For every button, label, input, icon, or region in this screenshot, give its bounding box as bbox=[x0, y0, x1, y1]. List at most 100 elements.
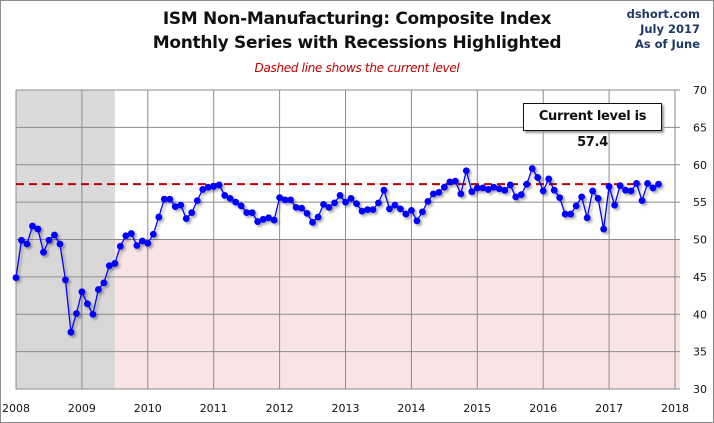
data-point bbox=[78, 288, 86, 296]
data-point bbox=[605, 183, 613, 190]
data-point bbox=[40, 248, 47, 256]
data-point bbox=[369, 206, 377, 214]
data-point bbox=[133, 242, 141, 249]
data-point bbox=[600, 225, 608, 233]
data-point bbox=[243, 209, 251, 216]
x-tick-label: 2013 bbox=[332, 402, 360, 415]
current-level-callout: Current level is 57.4 bbox=[523, 103, 662, 150]
data-point bbox=[298, 204, 305, 212]
data-point bbox=[309, 218, 316, 226]
data-point bbox=[342, 198, 349, 206]
data-point bbox=[402, 210, 410, 218]
data-point bbox=[100, 279, 108, 287]
data-point bbox=[166, 195, 174, 203]
data-point bbox=[23, 240, 31, 248]
data-point bbox=[397, 205, 404, 213]
data-point bbox=[62, 276, 69, 284]
data-point bbox=[386, 205, 393, 213]
data-point bbox=[149, 230, 157, 238]
data-point bbox=[418, 208, 426, 216]
data-point bbox=[215, 181, 223, 189]
data-point bbox=[254, 218, 262, 225]
data-point bbox=[501, 186, 509, 194]
data-point bbox=[495, 185, 503, 193]
data-point bbox=[12, 274, 20, 282]
data-point bbox=[358, 207, 366, 215]
data-point bbox=[177, 201, 185, 209]
data-point bbox=[34, 225, 42, 233]
data-point bbox=[83, 300, 91, 308]
data-point bbox=[616, 182, 624, 190]
data-point bbox=[144, 239, 152, 247]
data-point bbox=[479, 184, 487, 192]
chart-note: Dashed line shows the current level bbox=[254, 61, 460, 75]
data-point bbox=[226, 194, 234, 202]
data-point bbox=[611, 201, 618, 209]
data-point bbox=[567, 210, 575, 218]
data-point bbox=[534, 174, 542, 181]
data-point bbox=[138, 237, 146, 245]
data-point bbox=[523, 180, 531, 188]
data-point bbox=[94, 286, 102, 293]
data-point bbox=[429, 190, 437, 198]
data-point bbox=[67, 328, 75, 336]
x-tick-label: 2011 bbox=[200, 402, 228, 415]
data-point bbox=[627, 187, 635, 195]
data-point bbox=[578, 193, 586, 201]
data-point bbox=[473, 184, 481, 192]
data-point bbox=[583, 214, 591, 222]
x-tick-label: 2012 bbox=[266, 402, 294, 415]
data-point bbox=[292, 203, 300, 211]
data-point bbox=[561, 210, 569, 218]
source-date: July 2017 bbox=[640, 22, 700, 36]
data-point bbox=[408, 206, 415, 214]
x-tick-label: 2018 bbox=[661, 402, 689, 415]
data-point bbox=[56, 240, 64, 248]
data-point bbox=[325, 203, 333, 211]
chart-subtitle: Monthly Series with Recessions Highlight… bbox=[152, 33, 562, 53]
data-point bbox=[655, 180, 662, 188]
data-point bbox=[336, 191, 344, 199]
data-point bbox=[248, 209, 256, 216]
data-point bbox=[89, 310, 97, 318]
data-point bbox=[188, 209, 196, 216]
data-point bbox=[644, 180, 651, 187]
data-point bbox=[105, 262, 113, 270]
data-point bbox=[462, 167, 470, 175]
data-point bbox=[265, 214, 273, 222]
data-point bbox=[550, 186, 558, 194]
data-point bbox=[182, 215, 190, 222]
y-tick-label: 50 bbox=[693, 234, 707, 247]
y-tick-label: 60 bbox=[693, 159, 707, 172]
data-point bbox=[281, 196, 289, 204]
data-point bbox=[171, 203, 179, 211]
source-as-of: As of June bbox=[634, 37, 700, 51]
source-site: dshort.com bbox=[626, 7, 700, 21]
data-point bbox=[517, 191, 525, 199]
data-point bbox=[199, 186, 207, 193]
y-tick-label: 40 bbox=[693, 308, 707, 321]
data-point bbox=[45, 236, 53, 244]
data-point bbox=[111, 260, 119, 267]
data-point bbox=[287, 196, 294, 204]
data-point bbox=[539, 187, 547, 195]
data-point bbox=[122, 232, 130, 240]
data-point bbox=[221, 191, 229, 199]
data-point bbox=[512, 193, 520, 201]
series-line bbox=[15, 166, 659, 333]
data-point bbox=[270, 216, 278, 224]
x-tick-label: 2014 bbox=[397, 402, 425, 415]
data-point bbox=[506, 181, 514, 189]
data-point bbox=[353, 200, 360, 208]
data-point bbox=[375, 199, 382, 207]
data-point bbox=[572, 202, 580, 210]
y-tick-label: 65 bbox=[693, 121, 707, 134]
data-point bbox=[320, 200, 327, 208]
y-tick-label: 35 bbox=[693, 346, 707, 359]
y-tick-label: 45 bbox=[693, 271, 707, 284]
data-point bbox=[457, 190, 465, 198]
data-point bbox=[232, 198, 240, 206]
data-point bbox=[29, 222, 36, 230]
data-point bbox=[347, 194, 355, 202]
data-point bbox=[73, 310, 80, 317]
